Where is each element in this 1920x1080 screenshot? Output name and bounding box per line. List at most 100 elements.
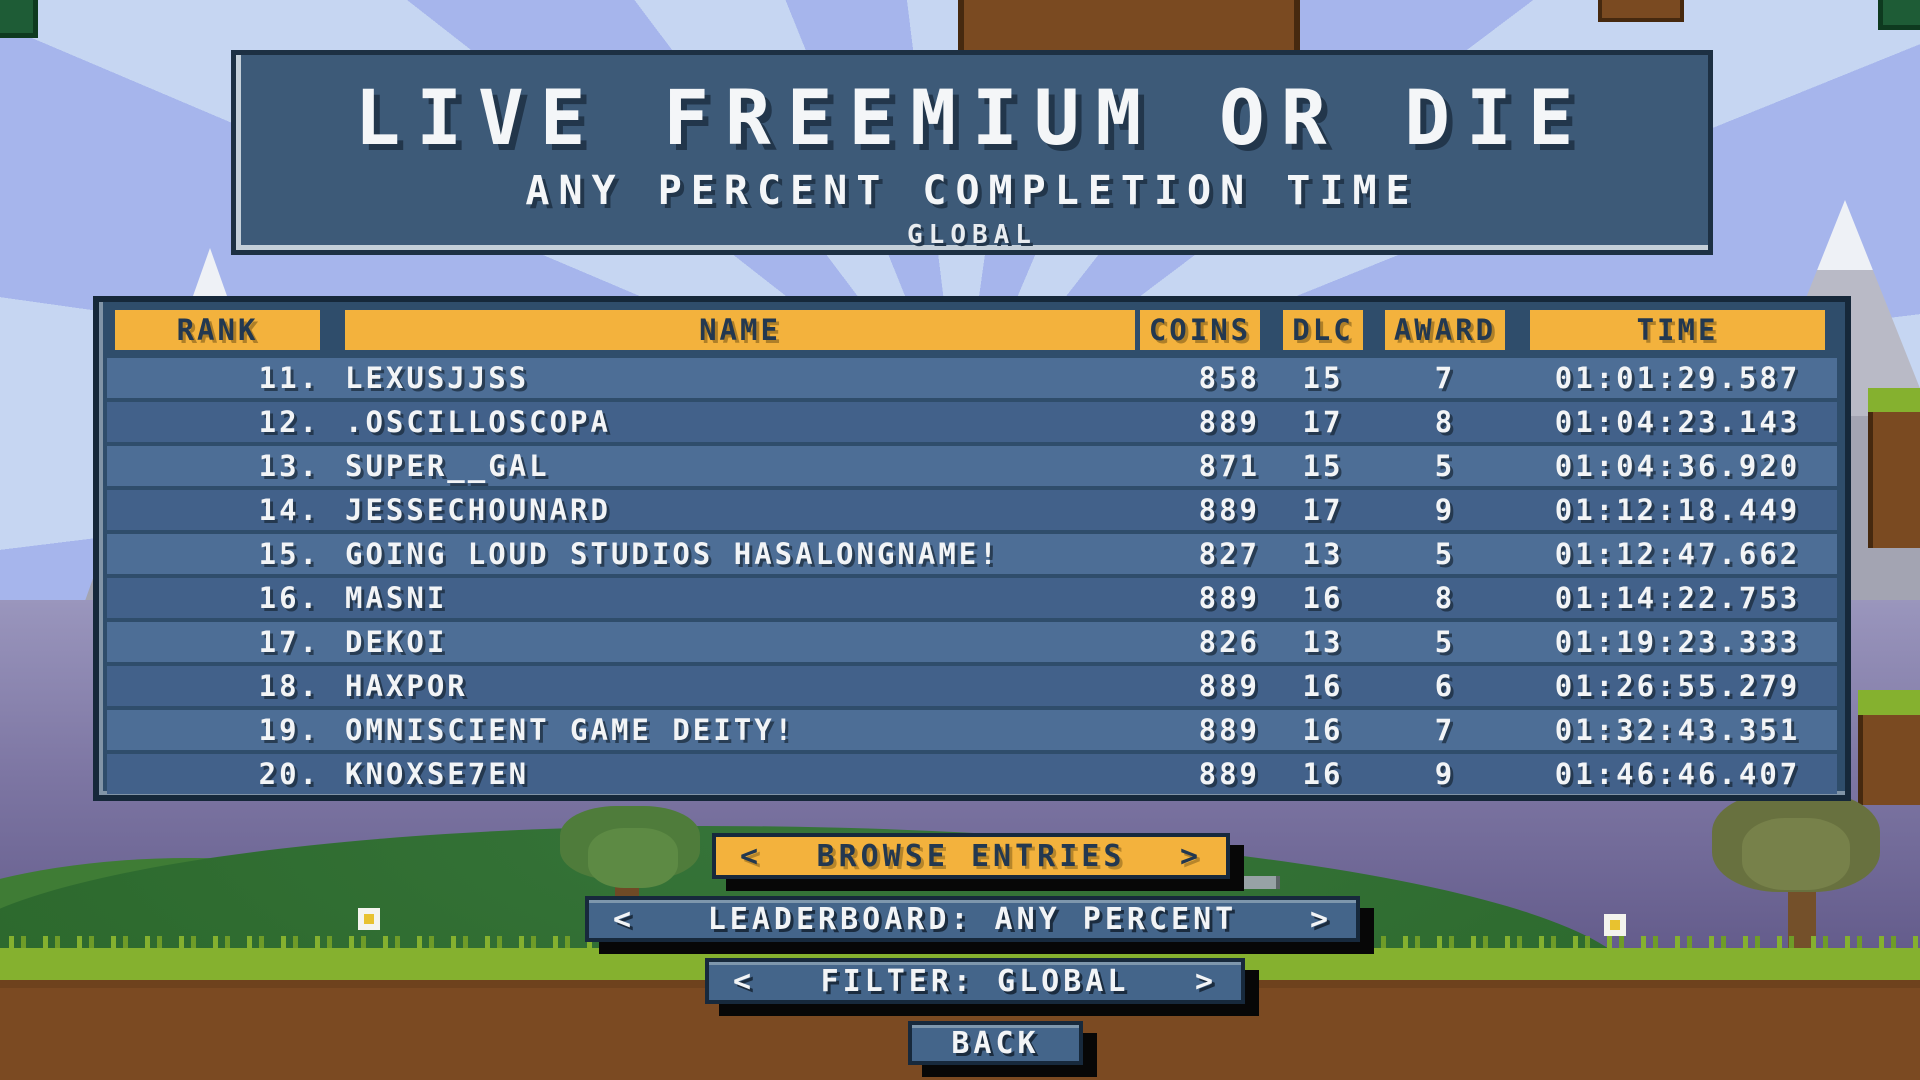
filter-select-button[interactable]: < FILTER: GLOBAL > <box>705 958 1245 1004</box>
right-platform-dirt <box>1858 715 1920 805</box>
dlc-cell: 16 <box>1302 669 1344 703</box>
dirt-notch-top-right <box>1598 0 1684 22</box>
table-row: 19. OMNISCIENT GAME DEITY! 889 16 7 01:3… <box>107 710 1837 750</box>
flower-right <box>1604 914 1626 936</box>
time-cell: 01:12:47.662 <box>1554 537 1801 571</box>
dlc-cell: 13 <box>1302 537 1344 571</box>
leaderboard-select-label: LEADERBOARD: ANY PERCENT <box>707 901 1238 937</box>
rank-cell: 19. <box>258 713 320 747</box>
table-row: 20. KNOXSE7EN 889 16 9 01:46:46.407 <box>107 754 1837 794</box>
corner-tile-top-left <box>0 0 38 38</box>
time-cell: 01:14:22.753 <box>1554 581 1801 615</box>
time-cell: 01:04:23.143 <box>1554 405 1801 439</box>
dlc-cell: 16 <box>1302 581 1344 615</box>
award-cell: 9 <box>1434 493 1456 527</box>
award-cell: 5 <box>1434 449 1456 483</box>
name-cell: MASNI <box>345 581 448 615</box>
dlc-cell: 17 <box>1302 405 1344 439</box>
browse-entries-label: BROWSE ENTRIES <box>816 838 1126 874</box>
table-row: 14. JESSECHOUNARD 889 17 9 01:12:18.449 <box>107 490 1837 530</box>
table-row: 13. SUPER__GAL 871 15 5 01:04:36.920 <box>107 446 1837 486</box>
rank-cell: 17. <box>258 625 320 659</box>
coins-cell: 826 <box>1198 625 1260 659</box>
name-cell: LEXUSJJSS <box>345 361 530 395</box>
column-header-name: NAME <box>345 310 1135 350</box>
award-cell: 7 <box>1434 713 1456 747</box>
time-cell: 01:19:23.333 <box>1554 625 1801 659</box>
award-cell: 8 <box>1434 405 1456 439</box>
rank-cell: 20. <box>258 757 320 791</box>
time-cell: 01:26:55.279 <box>1554 669 1801 703</box>
award-cell: 6 <box>1434 669 1456 703</box>
dlc-cell: 13 <box>1302 625 1344 659</box>
rank-cell: 14. <box>258 493 320 527</box>
page-subtitle: ANY PERCENT COMPLETION TIME <box>525 168 1419 214</box>
coins-cell: 889 <box>1198 493 1260 527</box>
left-arrow-icon[interactable]: < <box>613 901 636 937</box>
column-header-coins: COINS <box>1140 310 1260 350</box>
time-cell: 01:01:29.587 <box>1554 361 1801 395</box>
table-row: 18. HAXPOR 889 16 6 01:26:55.279 <box>107 666 1837 706</box>
award-cell: 9 <box>1434 757 1456 791</box>
dlc-cell: 15 <box>1302 361 1344 395</box>
coins-cell: 827 <box>1198 537 1260 571</box>
right-arrow-icon[interactable]: > <box>1194 963 1217 999</box>
award-cell: 7 <box>1434 361 1456 395</box>
dlc-cell: 16 <box>1302 757 1344 791</box>
name-cell: OMNISCIENT GAME DEITY! <box>345 713 796 747</box>
background-sign <box>1216 876 1280 889</box>
coins-cell: 889 <box>1198 757 1260 791</box>
right-platform-grass <box>1858 690 1920 715</box>
rank-cell: 13. <box>258 449 320 483</box>
column-header-award: AWARD <box>1385 310 1505 350</box>
leaderboard-table: RANK NAME COINS DLC AWARD TIME 11. LEXUS… <box>93 296 1851 801</box>
coins-cell: 858 <box>1198 361 1260 395</box>
name-cell: SUPER__GAL <box>345 449 550 483</box>
corner-tile-top-right <box>1878 0 1920 30</box>
dlc-cell: 17 <box>1302 493 1344 527</box>
back-button[interactable]: BACK <box>908 1021 1083 1065</box>
left-arrow-icon[interactable]: < <box>740 838 763 874</box>
scope-label: GLOBAL <box>907 220 1037 250</box>
column-header-time: TIME <box>1530 310 1825 350</box>
name-cell: DEKOI <box>345 625 448 659</box>
page-title: LIVE FREEMIUM OR DIE <box>354 73 1590 162</box>
table-row: 16. MASNI 889 16 8 01:14:22.753 <box>107 578 1837 618</box>
rank-cell: 15. <box>258 537 320 571</box>
name-cell: GOING LOUD STUDIOS HASALONGNAME! <box>345 537 1000 571</box>
award-cell: 8 <box>1434 581 1456 615</box>
table-row: 17. DEKOI 826 13 5 01:19:23.333 <box>107 622 1837 662</box>
table-header: RANK NAME COINS DLC AWARD TIME <box>99 310 1845 350</box>
name-cell: JESSECHOUNARD <box>345 493 611 527</box>
rank-cell: 12. <box>258 405 320 439</box>
award-cell: 5 <box>1434 537 1456 571</box>
browse-entries-button[interactable]: < BROWSE ENTRIES > <box>712 833 1230 879</box>
column-header-dlc: DLC <box>1283 310 1363 350</box>
title-panel: LIVE FREEMIUM OR DIE ANY PERCENT COMPLET… <box>231 50 1713 255</box>
leaderboard-select-button[interactable]: < LEADERBOARD: ANY PERCENT > <box>585 896 1360 942</box>
name-cell: .OSCILLOSCOPA <box>345 405 611 439</box>
coins-cell: 889 <box>1198 669 1260 703</box>
table-row: 15. GOING LOUD STUDIOS HASALONGNAME! 827… <box>107 534 1837 574</box>
table-body: 11. LEXUSJJSS 858 15 7 01:01:29.587 12. … <box>99 358 1845 794</box>
rank-cell: 11. <box>258 361 320 395</box>
rank-cell: 18. <box>258 669 320 703</box>
left-arrow-icon[interactable]: < <box>733 963 756 999</box>
name-cell: KNOXSE7EN <box>345 757 530 791</box>
right-ledge-dirt <box>1868 412 1920 548</box>
back-label: BACK <box>951 1025 1040 1061</box>
time-cell: 01:12:18.449 <box>1554 493 1801 527</box>
award-cell: 5 <box>1434 625 1456 659</box>
coins-cell: 889 <box>1198 713 1260 747</box>
rank-cell: 16. <box>258 581 320 615</box>
filter-select-label: FILTER: GLOBAL <box>820 963 1130 999</box>
column-header-rank: RANK <box>115 310 320 350</box>
name-cell: HAXPOR <box>345 669 468 703</box>
right-ledge-grass <box>1868 388 1920 412</box>
time-cell: 01:04:36.920 <box>1554 449 1801 483</box>
right-arrow-icon[interactable]: > <box>1179 838 1202 874</box>
tree-right-canopy-highlight <box>1742 818 1850 890</box>
time-cell: 01:46:46.407 <box>1554 757 1801 791</box>
dlc-cell: 16 <box>1302 713 1344 747</box>
right-arrow-icon[interactable]: > <box>1309 901 1332 937</box>
